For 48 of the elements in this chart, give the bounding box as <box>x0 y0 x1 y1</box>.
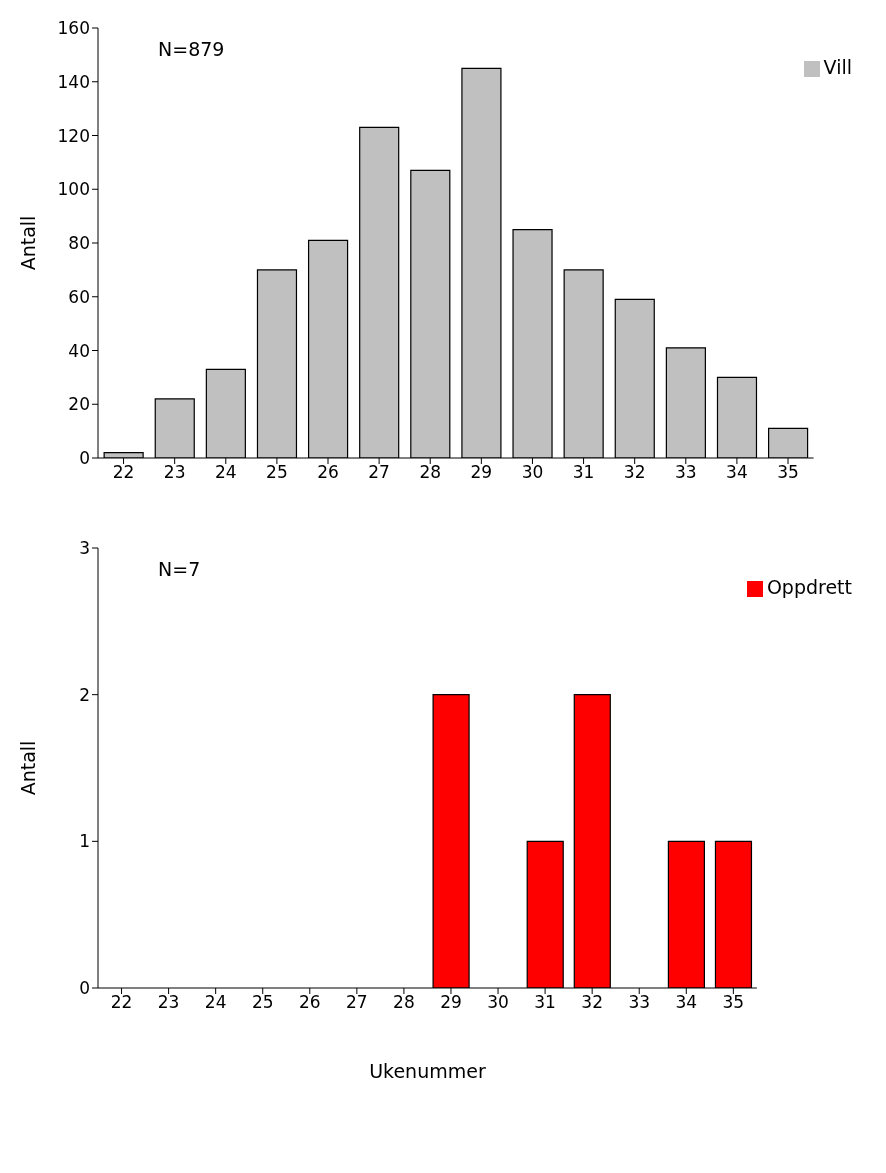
x-tick-label: 25 <box>266 462 288 483</box>
y-tick-label: 80 <box>68 233 90 254</box>
y-tick-label: 1 <box>79 831 90 852</box>
x-axis-title: Ukenummer <box>369 1060 486 1082</box>
x-tick-label: 26 <box>317 462 339 483</box>
y-axis-title: Antall <box>16 215 39 271</box>
x-tick-label: 27 <box>346 992 368 1013</box>
y-tick-label: 3 <box>79 538 90 559</box>
y-axis-title: Antall <box>16 740 39 796</box>
x-tick-label: 26 <box>298 992 321 1013</box>
annotation: N=7 <box>158 558 201 580</box>
x-tick-label: 23 <box>157 992 180 1013</box>
x-tick-label: 29 <box>470 462 493 483</box>
x-tick-label: 34 <box>675 992 698 1013</box>
x-tick-label: 33 <box>674 462 697 483</box>
y-tick-label: 2 <box>79 684 90 705</box>
x-tick-label: 29 <box>440 992 462 1013</box>
x-tick-label: 28 <box>393 992 415 1013</box>
x-tick-label: 34 <box>726 462 748 483</box>
x-tick-label: 27 <box>368 462 390 483</box>
y-tick-label: 160 <box>57 18 90 39</box>
y-tick-label: 0 <box>79 448 90 469</box>
annotation: N=879 <box>158 38 225 60</box>
y-tick-label: 100 <box>57 179 90 200</box>
x-tick-label: 22 <box>112 462 135 483</box>
x-tick-label: 32 <box>623 462 646 483</box>
x-tick-label: 35 <box>777 462 799 483</box>
x-tick-label: 28 <box>419 462 442 483</box>
x-tick-label: 30 <box>487 992 509 1013</box>
x-tick-label: 31 <box>572 462 595 483</box>
y-tick-label: 120 <box>57 125 90 146</box>
y-tick-label: 60 <box>68 286 90 307</box>
legend-label: Oppdrett <box>766 576 852 598</box>
x-tick-label: 31 <box>534 992 556 1013</box>
legend-label: Vill <box>823 56 852 78</box>
x-tick-label: 35 <box>722 992 745 1013</box>
x-tick-label: 22 <box>110 992 133 1013</box>
x-tick-label: 25 <box>251 992 274 1013</box>
x-tick-label: 32 <box>581 992 603 1013</box>
y-tick-label: 40 <box>68 340 90 361</box>
y-tick-label: 0 <box>79 978 90 999</box>
y-tick-label: 140 <box>57 71 90 92</box>
x-tick-label: 23 <box>163 462 186 483</box>
x-tick-label: 24 <box>204 992 227 1013</box>
x-tick-label: 24 <box>214 462 237 483</box>
y-tick-label: 20 <box>68 394 90 415</box>
x-tick-label: 33 <box>628 992 651 1013</box>
x-tick-label: 30 <box>521 462 544 483</box>
